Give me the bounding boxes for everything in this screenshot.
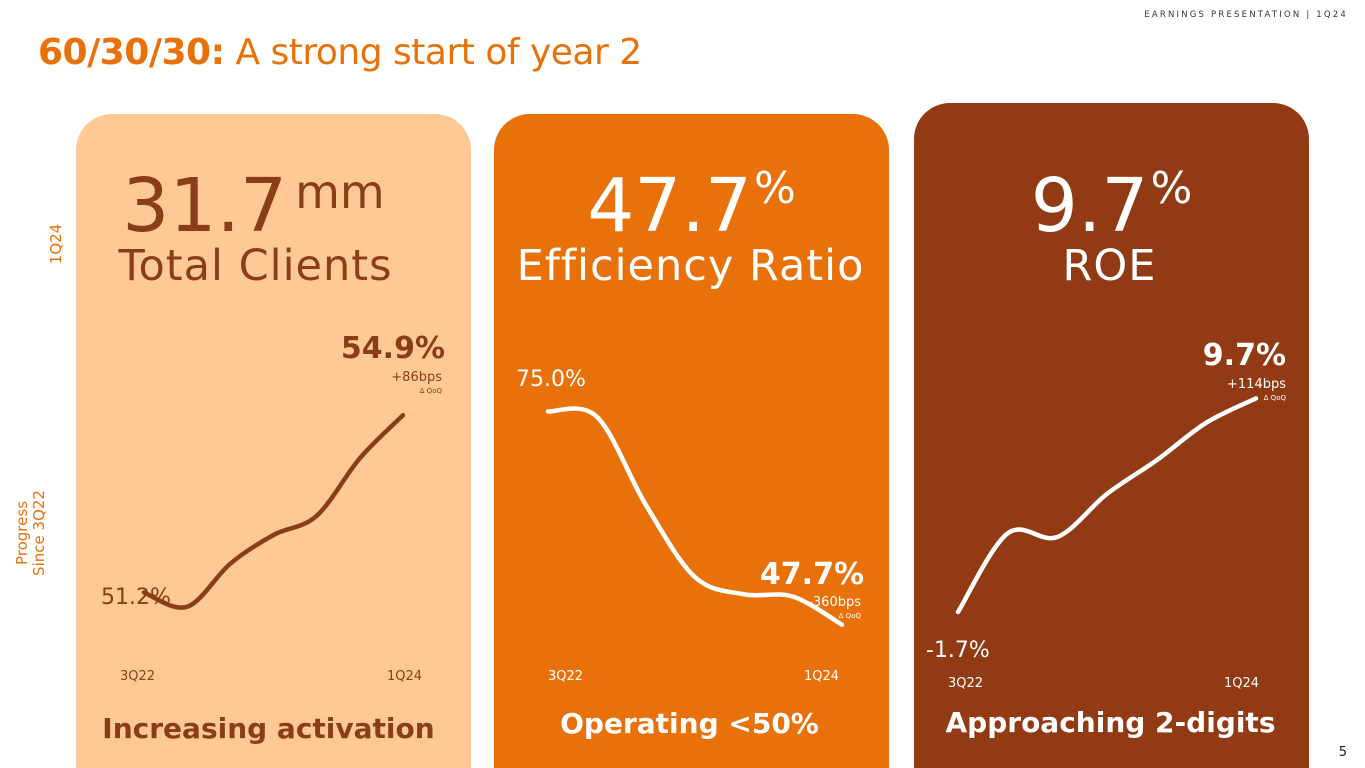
kpi-card-efficiency-ratio: 47.7% Efficiency Ratio 75.0% 47.7% -360bps… xyxy=(494,114,889,768)
delta-note: Δ QoQ xyxy=(839,612,862,620)
page-number: 5 xyxy=(1338,745,1347,760)
kpi-value-block: 47.7% xyxy=(494,163,889,243)
page-title-lead: 60/30/30: xyxy=(38,32,225,73)
side-label-progress-line1: Progress xyxy=(12,500,31,566)
kpi-caption: Increasing activation xyxy=(102,712,435,745)
delta-label: +86bps xyxy=(391,370,442,385)
kpi-card-roe: 9.7% ROE -1.7% 9.7% +114bps Δ QoQ 3Q22 1Q24 A… xyxy=(914,103,1309,768)
delta-label: -360bps xyxy=(808,595,861,610)
kpi-caption: Operating <50% xyxy=(560,707,819,740)
side-label-period: 1Q24 xyxy=(47,223,66,265)
series-line xyxy=(141,412,406,610)
start-value-label: -1.7% xyxy=(926,638,990,663)
kpi-value-block: 9.7% xyxy=(914,163,1309,243)
start-value-label: 75.0% xyxy=(516,367,586,392)
x-tick-label: 3Q22 xyxy=(120,669,155,684)
kpi-name: Total Clients xyxy=(118,241,393,291)
side-label-progress-line2: Since 3Q22 xyxy=(29,490,48,576)
header-tag: EARNINGS PRESENTATION | 1Q24 xyxy=(1144,10,1348,20)
series-line xyxy=(545,406,845,627)
x-tick-label: 1Q24 xyxy=(804,669,839,684)
kpi-value-block: 31.7 mm xyxy=(76,165,451,243)
kpi-value: 31.7 xyxy=(122,163,288,249)
end-value-label: 54.9% xyxy=(341,331,445,366)
end-value-label: 9.7% xyxy=(1203,338,1286,373)
roe-line-chart: -1.7% 9.7% +114bps Δ QoQ 3Q22 1Q24 xyxy=(926,338,1287,691)
delta-label: +114bps xyxy=(1227,377,1286,392)
kpi-name: ROE xyxy=(1062,241,1157,291)
activation-line-chart: 51.2% 54.9% +86bps Δ QoQ 3Q22 1Q24 xyxy=(101,331,445,684)
kpi-card-total-clients: 31.7 mm Total Clients 51.2% 54.9% +86bps Δ Q… xyxy=(76,114,471,768)
kpi-caption: Approaching 2-digits xyxy=(945,706,1276,739)
page-title: 60/30/30: A strong start of year 2 xyxy=(38,32,642,73)
start-value-label: 51.2% xyxy=(101,585,171,610)
delta-note: Δ QoQ xyxy=(1264,394,1287,402)
x-tick-label: 1Q24 xyxy=(387,669,422,684)
series-line xyxy=(955,396,1259,615)
delta-note: Δ QoQ xyxy=(420,387,443,395)
kpi-value: 47.7 xyxy=(587,163,752,249)
efficiency-line-chart: 75.0% 47.7% -360bps Δ QoQ 3Q22 1Q24 xyxy=(516,367,864,684)
x-tick-label: 1Q24 xyxy=(1224,676,1259,691)
x-tick-label: 3Q22 xyxy=(948,676,983,691)
end-value-label: 47.7% xyxy=(760,557,864,592)
kpi-unit: % xyxy=(753,163,796,214)
kpi-name: Efficiency Ratio xyxy=(516,241,865,291)
kpi-unit: % xyxy=(1150,163,1193,214)
kpi-value: 9.7 xyxy=(1030,163,1149,249)
x-tick-label: 3Q22 xyxy=(548,669,583,684)
page-title-rest: A strong start of year 2 xyxy=(224,32,642,73)
kpi-unit: mm xyxy=(295,165,385,219)
side-label-progress: Progress Since 3Q22 xyxy=(12,490,48,576)
